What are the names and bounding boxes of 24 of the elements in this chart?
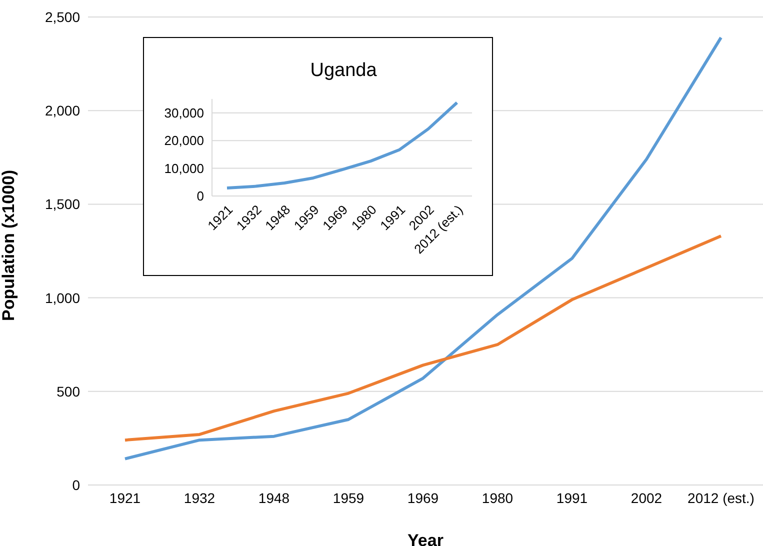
x-tick-label: 2012 (est.): [688, 490, 754, 506]
x-tick-label: 1969: [407, 490, 439, 506]
y-tick-label: 10,000: [164, 160, 204, 176]
line-series: [124, 36, 722, 460]
x-tick-label: 1980: [482, 490, 514, 506]
y-tick-label: 1,500: [44, 196, 80, 212]
x-tick-label: 2002: [630, 490, 662, 506]
x-tick-label: 1932: [184, 490, 216, 506]
x-tick-label: 1921: [109, 490, 141, 506]
x-axis-title: Year: [408, 531, 444, 546]
y-tick-label: 0: [72, 476, 80, 493]
y-tick-label: 30,000: [164, 105, 204, 120]
line-series: [226, 101, 458, 190]
y-tick-label: 2,500: [44, 8, 80, 25]
x-tick-label: 1948: [258, 490, 290, 506]
y-axis-title: Population (x1000): [0, 170, 18, 321]
y-tick-label: 1,000: [44, 290, 80, 306]
y-tick-label: 20,000: [164, 133, 204, 148]
chart-title: Uganda: [309, 60, 378, 82]
y-tick-label: 2,000: [44, 102, 80, 119]
x-tick-label: 1959: [332, 490, 364, 506]
y-tick-label: 500: [56, 383, 80, 400]
y-tick-label: 0: [196, 188, 204, 204]
x-tick-label: 1991: [556, 490, 588, 506]
